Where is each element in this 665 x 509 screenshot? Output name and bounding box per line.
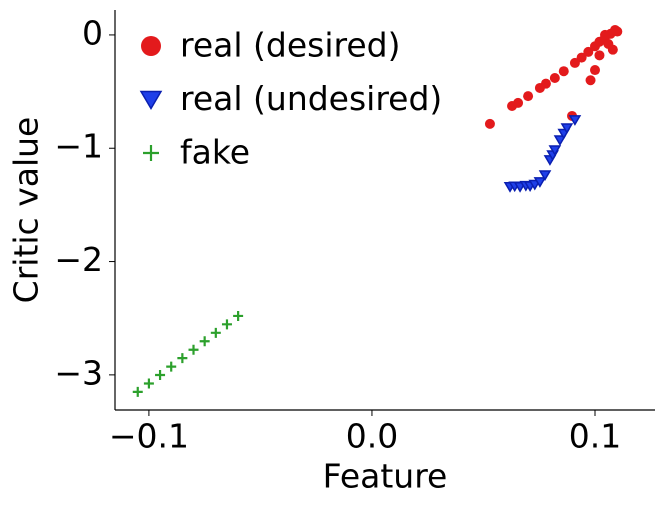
point <box>188 344 199 355</box>
point <box>199 336 210 347</box>
legend-marker <box>141 36 161 56</box>
legend-marker <box>139 90 163 110</box>
x-axis-label: Feature <box>323 457 448 496</box>
y-axis-label: Critic value <box>7 117 46 304</box>
point <box>590 65 600 76</box>
y-tick-label: −1 <box>54 127 103 166</box>
point <box>155 369 166 380</box>
point <box>576 52 587 63</box>
point <box>548 145 562 156</box>
point <box>143 378 154 389</box>
legend-label: fake <box>180 133 250 172</box>
y-tick-label: −3 <box>54 353 103 392</box>
point <box>560 123 574 134</box>
point <box>607 44 618 55</box>
point <box>533 177 547 188</box>
point <box>558 66 569 77</box>
legend-label: real (undesired) <box>180 79 442 118</box>
point <box>585 75 596 86</box>
x-tick-label: −0.1 <box>109 417 189 456</box>
point <box>549 72 560 83</box>
point <box>513 97 524 108</box>
legend-label: real (desired) <box>180 26 400 65</box>
legend-marker <box>143 145 159 161</box>
point <box>484 118 495 129</box>
point <box>583 46 594 57</box>
point <box>569 57 580 68</box>
y-tick-label: 0 <box>82 13 103 52</box>
point <box>538 170 552 181</box>
y-tick-label: −2 <box>54 240 103 279</box>
x-tick-label: 0.1 <box>569 417 621 456</box>
point <box>210 327 221 338</box>
point <box>612 26 623 37</box>
point <box>568 115 582 126</box>
point <box>177 353 188 364</box>
point <box>540 78 551 89</box>
point <box>523 91 534 102</box>
point <box>553 135 567 146</box>
point <box>132 386 143 397</box>
point <box>594 50 605 61</box>
point <box>221 319 232 330</box>
point <box>600 29 611 40</box>
x-tick-label: 0.0 <box>346 417 398 456</box>
point <box>233 310 244 321</box>
point <box>166 361 177 372</box>
